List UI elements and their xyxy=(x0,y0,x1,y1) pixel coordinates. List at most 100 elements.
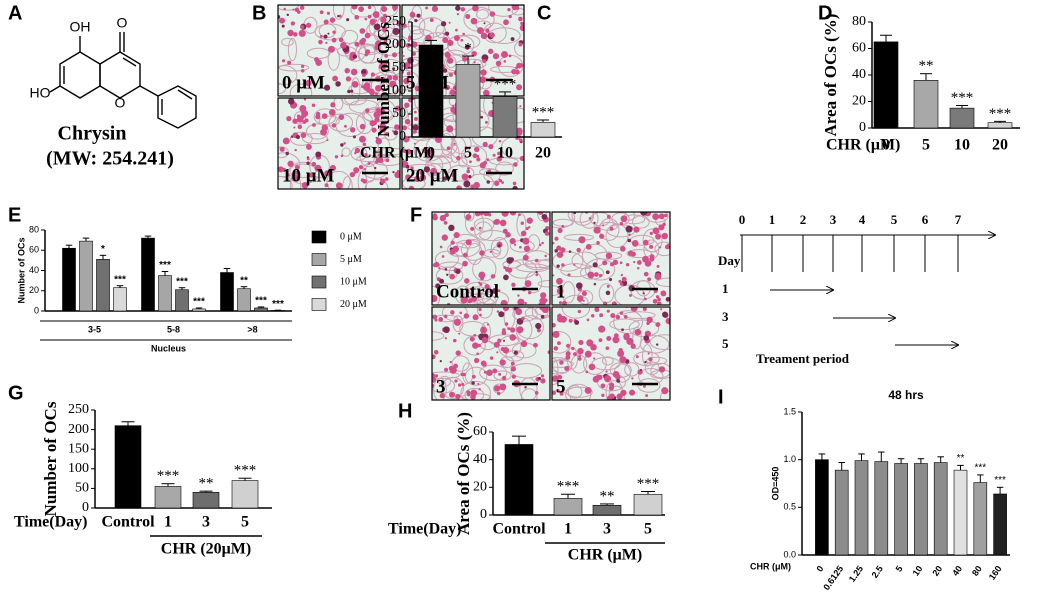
cell xyxy=(278,166,284,173)
significance: ** xyxy=(919,58,934,74)
cell xyxy=(442,68,448,73)
cell xyxy=(492,368,498,374)
micrograph-label: 20 μM xyxy=(406,165,459,186)
cell xyxy=(496,310,500,313)
cell xyxy=(404,118,411,125)
cell-outline xyxy=(278,65,298,85)
cell xyxy=(520,340,528,348)
cell xyxy=(509,212,517,216)
cell xyxy=(324,183,329,188)
cell xyxy=(446,57,454,64)
cell xyxy=(329,164,337,172)
cell xyxy=(473,61,476,64)
cell xyxy=(392,5,398,11)
cell xyxy=(584,350,592,358)
cell xyxy=(305,144,312,150)
cell xyxy=(477,382,480,386)
cell xyxy=(494,180,500,187)
cell xyxy=(423,175,426,178)
micrograph-label: 3 xyxy=(436,376,446,397)
row-label: 3 xyxy=(722,309,729,324)
cell xyxy=(481,361,487,367)
cell xyxy=(332,75,338,82)
x-tick-label: 20 xyxy=(992,137,1008,154)
cell xyxy=(556,251,564,258)
cell-outline xyxy=(489,65,518,74)
bar xyxy=(874,461,889,556)
cell xyxy=(552,241,555,245)
cell xyxy=(647,277,652,282)
cell xyxy=(444,213,449,218)
cell xyxy=(465,239,472,246)
cell xyxy=(408,98,413,103)
cell xyxy=(541,213,548,220)
cell xyxy=(582,291,586,295)
cell xyxy=(323,34,328,39)
cell xyxy=(363,167,366,171)
micrograph-frame xyxy=(431,306,551,401)
cell xyxy=(540,378,546,384)
cell xyxy=(625,263,630,267)
cell xyxy=(369,120,376,127)
cell xyxy=(418,154,422,158)
cell xyxy=(338,114,345,120)
bar xyxy=(220,272,234,312)
cell xyxy=(404,102,410,108)
cell-outline xyxy=(451,355,470,372)
bar xyxy=(530,121,556,138)
cell xyxy=(644,260,652,267)
cell-outline xyxy=(454,285,472,305)
day-label: 1 xyxy=(769,212,776,227)
cell-outline xyxy=(650,362,670,379)
cell xyxy=(451,172,457,178)
cell xyxy=(472,342,479,349)
cell xyxy=(493,385,501,392)
cell xyxy=(312,123,316,127)
cell xyxy=(367,161,371,165)
cell xyxy=(489,11,496,17)
cell xyxy=(445,31,450,36)
cell xyxy=(629,389,636,396)
cell xyxy=(429,18,434,23)
cell xyxy=(473,181,480,189)
cell-outline xyxy=(609,318,640,331)
x-tick-label: Control xyxy=(101,514,155,531)
cell xyxy=(476,27,484,35)
cell xyxy=(301,64,305,69)
cell-outline xyxy=(364,179,389,189)
cell xyxy=(462,32,465,36)
cell xyxy=(534,258,539,263)
cell xyxy=(413,175,420,182)
cell-outline xyxy=(376,147,400,156)
cell xyxy=(523,245,531,252)
cell xyxy=(465,13,471,19)
cell xyxy=(619,282,624,286)
cell xyxy=(495,60,502,67)
cell xyxy=(501,375,507,381)
cell xyxy=(294,7,300,13)
cell-outline xyxy=(332,5,345,20)
cell-outline xyxy=(537,280,550,288)
cell xyxy=(552,322,556,328)
cell xyxy=(453,142,456,145)
micrograph xyxy=(432,307,550,400)
cell xyxy=(503,266,507,270)
row-label: 1 xyxy=(722,281,729,296)
day-label: 3 xyxy=(830,212,837,227)
cell xyxy=(455,268,461,274)
bar xyxy=(141,237,155,312)
cell xyxy=(619,356,627,364)
cell xyxy=(473,333,477,337)
cell xyxy=(616,393,623,400)
day-label: 5 xyxy=(891,212,898,227)
cell xyxy=(598,338,603,343)
cell xyxy=(521,316,525,321)
cell xyxy=(609,226,614,231)
x-axis-label: Time(Day) xyxy=(14,514,87,531)
cell xyxy=(599,233,605,239)
cell xyxy=(592,262,598,268)
cell xyxy=(617,350,625,357)
cell-outline xyxy=(654,241,670,257)
cell-outline xyxy=(281,37,294,47)
